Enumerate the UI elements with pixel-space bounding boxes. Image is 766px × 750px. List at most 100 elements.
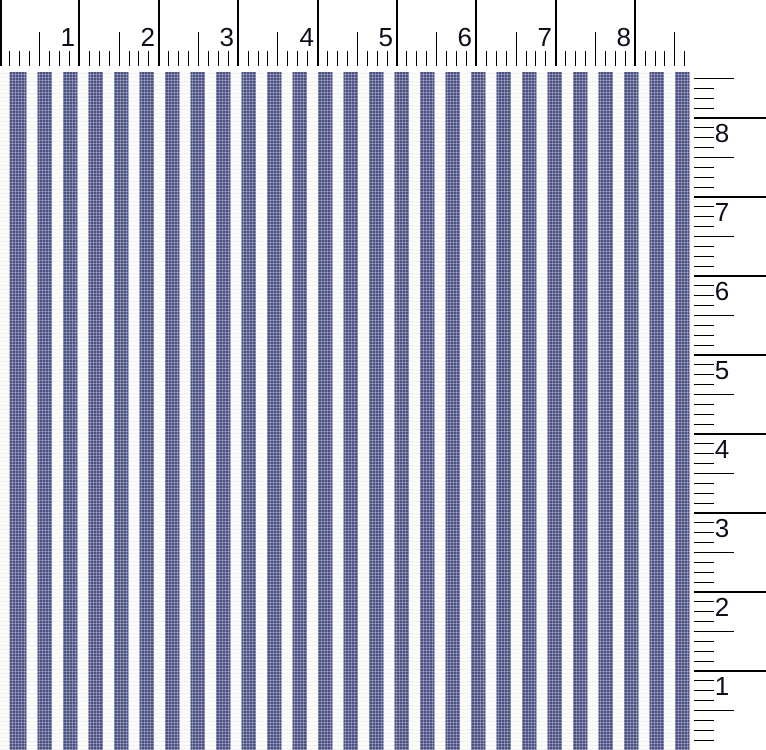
eighth-inch-tick bbox=[367, 51, 368, 66]
eighth-inch-tick bbox=[297, 51, 298, 66]
eighth-inch-tick bbox=[694, 256, 714, 257]
right-ruler-number: 7 bbox=[714, 197, 730, 227]
fabric-swatch bbox=[0, 72, 691, 750]
top-ruler-number: 2 bbox=[140, 22, 155, 52]
inch-tick bbox=[78, 0, 80, 66]
eighth-inch-tick bbox=[694, 108, 714, 109]
eighth-inch-tick bbox=[694, 295, 714, 296]
eighth-inch-tick bbox=[694, 335, 714, 336]
eighth-inch-tick bbox=[406, 51, 407, 66]
eighth-inch-tick bbox=[694, 98, 714, 99]
eighth-inch-tick bbox=[694, 700, 714, 701]
eighth-inch-tick bbox=[615, 51, 616, 66]
eighth-inch-tick bbox=[248, 51, 249, 66]
eighth-inch-tick bbox=[694, 177, 714, 178]
eighth-inch-tick bbox=[694, 621, 714, 622]
inch-tick bbox=[237, 0, 239, 66]
top-ruler-number: 1 bbox=[60, 22, 75, 52]
eighth-inch-tick bbox=[625, 51, 626, 66]
eighth-inch-tick bbox=[694, 424, 714, 425]
eighth-inch-tick bbox=[148, 51, 149, 66]
eighth-inch-tick bbox=[19, 51, 20, 66]
eighth-inch-tick bbox=[694, 740, 714, 741]
eighth-inch-tick bbox=[585, 51, 586, 66]
eighth-inch-tick bbox=[327, 51, 328, 66]
eighth-inch-tick bbox=[287, 51, 288, 66]
half-inch-tick bbox=[674, 32, 675, 66]
eighth-inch-tick bbox=[694, 493, 714, 494]
eighth-inch-tick bbox=[694, 266, 714, 267]
eighth-inch-tick bbox=[694, 137, 714, 138]
eighth-inch-tick bbox=[506, 51, 507, 66]
inch-tick bbox=[694, 670, 766, 672]
inch-tick bbox=[694, 433, 766, 435]
eighth-inch-tick bbox=[347, 51, 348, 66]
top-ruler-number: 6 bbox=[457, 22, 472, 52]
top-ruler-number: 5 bbox=[378, 22, 393, 52]
eighth-inch-tick bbox=[109, 51, 110, 66]
eighth-inch-tick bbox=[337, 51, 338, 66]
half-inch-tick bbox=[694, 710, 734, 711]
half-inch-tick bbox=[277, 32, 278, 66]
eighth-inch-tick bbox=[694, 532, 714, 533]
eighth-inch-tick bbox=[694, 305, 714, 306]
eighth-inch-tick bbox=[168, 51, 169, 66]
half-inch-tick bbox=[198, 32, 199, 66]
inch-tick bbox=[158, 0, 160, 66]
top-ruler-number: 3 bbox=[219, 22, 234, 52]
half-inch-tick bbox=[595, 32, 596, 66]
inch-tick bbox=[694, 196, 766, 198]
eighth-inch-tick bbox=[694, 226, 714, 227]
eighth-inch-tick bbox=[694, 483, 714, 484]
top-ruler: 1 2 3 4 5 6 7 8 bbox=[0, 0, 766, 72]
eighth-inch-tick bbox=[694, 463, 714, 464]
eighth-inch-tick bbox=[694, 374, 714, 375]
inch-tick bbox=[694, 354, 766, 356]
half-inch-tick bbox=[357, 32, 358, 66]
eighth-inch-tick bbox=[694, 216, 714, 217]
eighth-inch-tick bbox=[694, 522, 714, 523]
eighth-inch-tick bbox=[645, 51, 646, 66]
eighth-inch-tick bbox=[377, 51, 378, 66]
eighth-inch-tick bbox=[565, 51, 566, 66]
inch-tick bbox=[555, 0, 557, 66]
right-ruler-number: 2 bbox=[714, 592, 730, 622]
eighth-inch-tick bbox=[694, 187, 714, 188]
eighth-inch-tick bbox=[545, 51, 546, 66]
right-ruler-number: 5 bbox=[714, 355, 730, 385]
eighth-inch-tick bbox=[466, 51, 467, 66]
eighth-inch-tick bbox=[694, 601, 714, 602]
eighth-inch-tick bbox=[228, 51, 229, 66]
eighth-inch-tick bbox=[694, 720, 714, 721]
right-ruler-number: 6 bbox=[714, 276, 730, 306]
inch-tick bbox=[694, 275, 766, 277]
eighth-inch-tick bbox=[694, 364, 714, 365]
eighth-inch-tick bbox=[694, 562, 714, 563]
eighth-inch-tick bbox=[694, 443, 714, 444]
eighth-inch-tick bbox=[218, 51, 219, 66]
half-inch-tick bbox=[694, 236, 734, 237]
eighth-inch-tick bbox=[694, 690, 714, 691]
eighth-inch-tick bbox=[694, 88, 714, 89]
half-inch-tick bbox=[436, 32, 437, 66]
eighth-inch-tick bbox=[694, 582, 714, 583]
eighth-inch-tick bbox=[307, 51, 308, 66]
half-inch-tick bbox=[694, 552, 734, 553]
eighth-inch-tick bbox=[694, 404, 714, 405]
eighth-inch-tick bbox=[486, 51, 487, 66]
eighth-inch-tick bbox=[89, 51, 90, 66]
eighth-inch-tick bbox=[605, 51, 606, 66]
eighth-inch-tick bbox=[694, 206, 714, 207]
eighth-inch-tick bbox=[694, 542, 714, 543]
eighth-inch-tick bbox=[694, 345, 714, 346]
eighth-inch-tick bbox=[694, 414, 714, 415]
eighth-inch-tick bbox=[694, 611, 714, 612]
eighth-inch-tick bbox=[575, 51, 576, 66]
inch-tick bbox=[396, 0, 398, 66]
right-ruler-number: 1 bbox=[714, 671, 730, 701]
eighth-inch-tick bbox=[694, 285, 714, 286]
eighth-inch-tick bbox=[188, 51, 189, 66]
eighth-inch-tick bbox=[694, 572, 714, 573]
